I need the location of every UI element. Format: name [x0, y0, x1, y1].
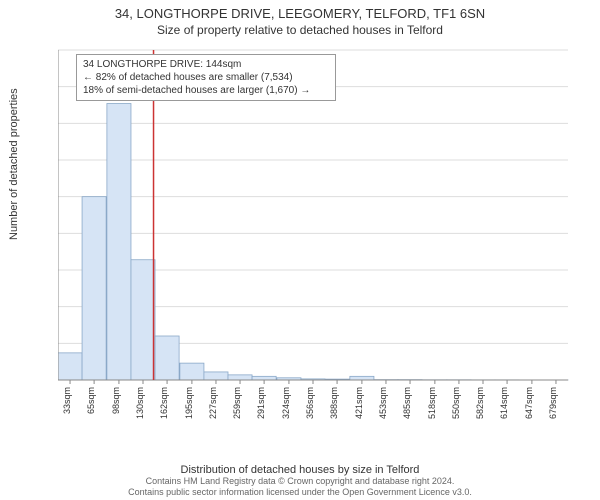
svg-text:453sqm: 453sqm	[378, 387, 388, 419]
svg-text:518sqm: 518sqm	[427, 387, 437, 419]
svg-text:98sqm: 98sqm	[111, 387, 121, 414]
svg-text:421sqm: 421sqm	[354, 387, 364, 419]
footer-text: Contains HM Land Registry data © Crown c…	[0, 476, 600, 498]
svg-text:195sqm: 195sqm	[184, 387, 194, 419]
svg-text:582sqm: 582sqm	[475, 387, 485, 419]
svg-text:550sqm: 550sqm	[451, 387, 461, 419]
footer-line2: Contains public sector information licen…	[0, 487, 600, 498]
svg-text:162sqm: 162sqm	[159, 387, 169, 419]
svg-text:33sqm: 33sqm	[62, 387, 72, 414]
annotation-line1: 34 LONGTHORPE DRIVE: 144sqm	[83, 58, 329, 71]
annotation-box: 34 LONGTHORPE DRIVE: 144sqm ← 82% of det…	[76, 54, 336, 101]
footer-line1: Contains HM Land Registry data © Crown c…	[0, 476, 600, 487]
svg-text:259sqm: 259sqm	[232, 387, 242, 419]
y-axis-label: Number of detached properties	[8, 88, 20, 240]
svg-text:65sqm: 65sqm	[86, 387, 96, 414]
svg-text:614sqm: 614sqm	[499, 387, 509, 419]
svg-text:485sqm: 485sqm	[402, 387, 412, 419]
svg-text:356sqm: 356sqm	[305, 387, 315, 419]
page-title-line1: 34, LONGTHORPE DRIVE, LEEGOMERY, TELFORD…	[0, 0, 600, 21]
svg-text:679sqm: 679sqm	[548, 387, 558, 419]
annotation-line3: 18% of semi-detached houses are larger (…	[83, 84, 329, 97]
x-axis-label: Distribution of detached houses by size …	[0, 464, 600, 476]
svg-text:388sqm: 388sqm	[329, 387, 339, 419]
svg-text:130sqm: 130sqm	[135, 387, 145, 419]
svg-text:227sqm: 227sqm	[208, 387, 218, 419]
page-title-line2: Size of property relative to detached ho…	[0, 21, 600, 37]
svg-text:324sqm: 324sqm	[281, 387, 291, 419]
histogram-plot: 05001000150020002500300035004000450033sq…	[58, 45, 578, 435]
annotation-line2: ← 82% of detached houses are smaller (7,…	[83, 71, 329, 84]
chart-area: 05001000150020002500300035004000450033sq…	[58, 45, 578, 435]
svg-text:291sqm: 291sqm	[256, 387, 266, 419]
svg-text:647sqm: 647sqm	[524, 387, 534, 419]
